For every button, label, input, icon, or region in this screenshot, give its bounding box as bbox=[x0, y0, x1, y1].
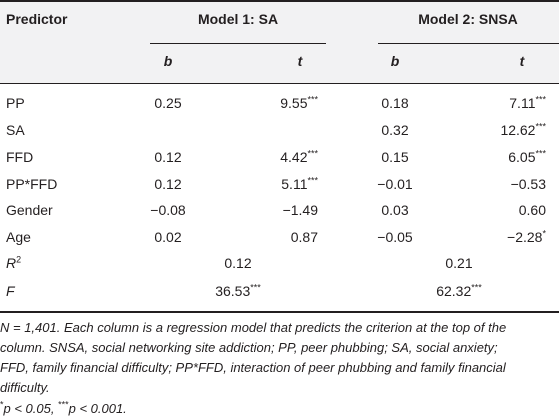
model2-span-rule bbox=[378, 43, 559, 44]
row-5-model1-b: 0.02 bbox=[154, 228, 181, 246]
row-5-model2-t-value: −2.28 bbox=[507, 229, 543, 245]
row-3-model1-b-value: 0.12 bbox=[154, 176, 182, 192]
sig-mark-b: *** bbox=[58, 399, 69, 410]
row-2-model1-b-value: 0.12 bbox=[154, 149, 182, 165]
header-model1-b: b bbox=[163, 53, 173, 69]
r2-label: R2 bbox=[6, 254, 21, 272]
r2-label-base: R bbox=[6, 255, 17, 271]
row-0-model1-t: 9.55*** bbox=[280, 94, 318, 112]
row-3-model2-b: −0.01 bbox=[377, 175, 412, 193]
row-0-model2-t: 7.11*** bbox=[509, 94, 546, 112]
row-2-model1-t-sig: *** bbox=[307, 148, 318, 159]
model1-span-rule bbox=[150, 43, 326, 44]
row-0-predictor-value: PP bbox=[6, 95, 25, 111]
row-5-model2-t: −2.28* bbox=[507, 228, 546, 246]
row-4-model1-t: −1.49 bbox=[283, 201, 318, 219]
header-model2-b: b bbox=[390, 53, 400, 69]
row-2-model2-b: 0.15 bbox=[381, 148, 408, 166]
row-0-model1-t-value: 9.55 bbox=[280, 95, 308, 111]
r2-model2: 0.21 bbox=[445, 255, 473, 271]
row-2-model2-t-value: 6.05 bbox=[508, 149, 536, 165]
table-top-rule bbox=[0, 0, 559, 2]
row-3-model1-t-sig: *** bbox=[307, 175, 318, 186]
row-5-model1-t: 0.87 bbox=[291, 228, 318, 246]
significance-note: *p < 0.05, ***p < 0.001. bbox=[0, 399, 556, 419]
f-model2-value: 62.32 bbox=[436, 283, 472, 299]
row-2-predictor: FFD bbox=[6, 148, 33, 166]
row-1-predictor-value: SA bbox=[6, 122, 25, 138]
row-1-model2-t-value: 12.62 bbox=[500, 122, 536, 138]
header-model2: Model 2: SNSA bbox=[418, 11, 518, 27]
row-5-model1-b-value: 0.02 bbox=[154, 229, 182, 245]
row-5-model2-t-sig: * bbox=[542, 228, 546, 239]
row-1-model2-b: 0.32 bbox=[381, 121, 408, 139]
row-3-predictor: PP*FFD bbox=[6, 175, 57, 193]
row-2-model2-t: 6.05*** bbox=[508, 148, 546, 166]
row-2-model1-t-value: 4.42 bbox=[280, 149, 308, 165]
row-4-model2-t-value: 0.60 bbox=[518, 202, 546, 218]
table-header-band bbox=[0, 0, 559, 83]
row-0-model2-t-value: 7.11 bbox=[509, 95, 536, 111]
regression-table: Predictor Model 1: SA Model 2: SNSA b t … bbox=[0, 0, 559, 313]
row-4-model1-b: −0.08 bbox=[150, 201, 185, 219]
row-4-model1-b-value: −0.08 bbox=[150, 202, 186, 218]
row-2-model2-t-sig: *** bbox=[535, 148, 546, 159]
sig-text-a: p < 0.05, bbox=[3, 401, 59, 416]
f-model1-value: 36.53 bbox=[215, 283, 251, 299]
row-3-model2-t: −0.53 bbox=[511, 175, 546, 193]
row-5-model2-b: −0.05 bbox=[377, 228, 412, 246]
row-2-predictor-value: FFD bbox=[6, 149, 34, 165]
row-3-model2-t-value: −0.53 bbox=[510, 176, 546, 192]
row-3-model1-t-value: 5.11 bbox=[281, 176, 308, 192]
table-note-line-4: difficulty. bbox=[0, 380, 50, 395]
row-3-model2-b-value: −0.01 bbox=[377, 176, 413, 192]
row-4-predictor-value: Gender bbox=[6, 202, 53, 218]
row-1-model2-b-value: 0.32 bbox=[381, 122, 409, 138]
row-0-predictor: PP bbox=[6, 94, 25, 112]
row-4-predictor: Gender bbox=[6, 201, 53, 219]
row-4-model2-b: 0.03 bbox=[381, 201, 408, 219]
row-2-model1-t: 4.42*** bbox=[280, 148, 318, 166]
table-note-line-3: FFD, family financial difficulty; PP*FFD… bbox=[0, 360, 506, 375]
row-4-model2-b-value: 0.03 bbox=[381, 202, 409, 218]
header-model1-t: t bbox=[297, 53, 303, 69]
row-4-model1-t-value: −1.49 bbox=[282, 202, 318, 218]
header-predictor: Predictor bbox=[6, 11, 68, 27]
sig-text-b: p < 0.001. bbox=[68, 401, 127, 416]
row-3-model1-b: 0.12 bbox=[154, 175, 181, 193]
f-model1: 36.53*** bbox=[215, 282, 261, 300]
row-0-model2-t-sig: *** bbox=[535, 94, 546, 105]
row-5-predictor-value: Age bbox=[6, 229, 31, 245]
header-model2-t: t bbox=[519, 53, 525, 69]
r2-label-superscript: 2 bbox=[16, 254, 22, 265]
f-label: F bbox=[6, 283, 15, 299]
row-3-predictor-value: PP*FFD bbox=[6, 176, 58, 192]
row-0-model1-b-value: 0.25 bbox=[154, 95, 182, 111]
row-0-model1-t-sig: *** bbox=[307, 94, 318, 105]
row-0-model2-b: 0.18 bbox=[381, 94, 408, 112]
row-1-model2-t-sig: *** bbox=[535, 121, 546, 132]
row-0-model2-b-value: 0.18 bbox=[381, 95, 409, 111]
sig-mark-a: * bbox=[0, 399, 4, 410]
row-0-model1-b: 0.25 bbox=[154, 94, 181, 112]
table-note-line-1: N = 1,401. Each column is a regression m… bbox=[0, 320, 507, 335]
row-5-predictor: Age bbox=[6, 228, 31, 246]
row-4-model2-t: 0.60 bbox=[519, 201, 546, 219]
f-model2: 62.32*** bbox=[436, 282, 482, 300]
table-note-line-2: column. SNSA, social networking site add… bbox=[0, 340, 498, 355]
row-2-model2-b-value: 0.15 bbox=[381, 149, 409, 165]
row-3-model1-t: 5.11*** bbox=[281, 175, 318, 193]
row-5-model1-t-value: 0.87 bbox=[290, 229, 318, 245]
row-1-model2-t: 12.62*** bbox=[500, 121, 546, 139]
row-1-predictor: SA bbox=[6, 121, 25, 139]
f-model1-sig: *** bbox=[250, 282, 261, 293]
f-model2-sig: *** bbox=[471, 282, 482, 293]
row-2-model1-b: 0.12 bbox=[154, 148, 181, 166]
row-5-model2-b-value: −0.05 bbox=[377, 229, 413, 245]
table-header-rule bbox=[0, 83, 559, 84]
r2-model1: 0.12 bbox=[224, 255, 252, 271]
table-bottom-rule bbox=[0, 311, 559, 313]
header-model1: Model 1: SA bbox=[197, 11, 279, 27]
